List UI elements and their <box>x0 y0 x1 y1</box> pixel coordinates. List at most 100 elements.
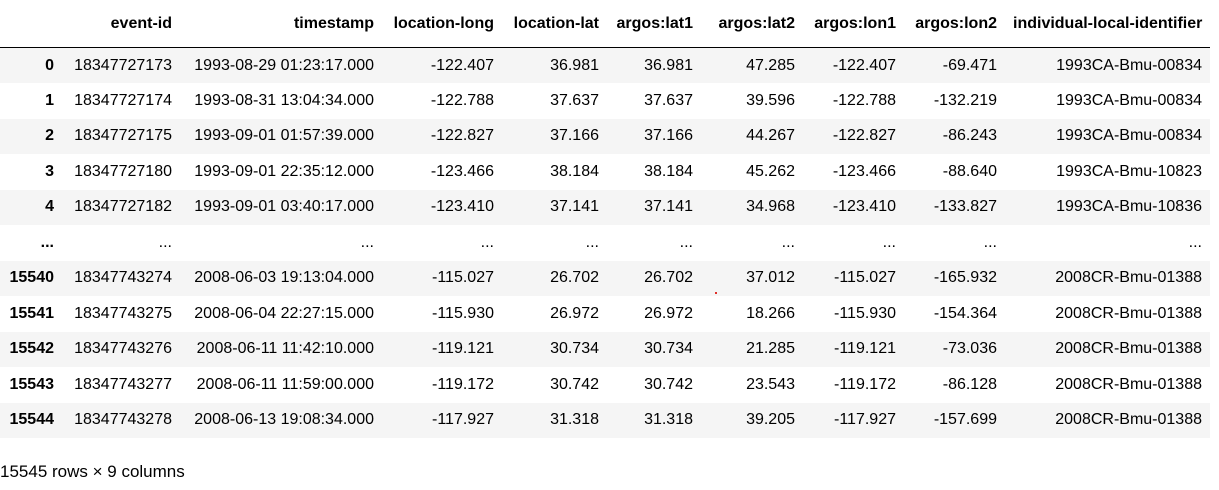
table-cell: 37.166 <box>550 127 599 145</box>
table-cell: 2008CR-Bmu-01388 <box>1055 340 1202 358</box>
row-index: 0 <box>45 56 54 74</box>
table-cell: 2008-06-03 19:13:04.000 <box>194 269 374 287</box>
table-cell: 18347743277 <box>74 375 172 393</box>
table-cell: 1993-08-29 01:23:17.000 <box>194 56 374 74</box>
column-header: location-long <box>382 0 502 48</box>
table-cell: -115.930 <box>432 304 494 322</box>
table-cell: 37.012 <box>746 269 795 287</box>
row-index: 15540 <box>9 269 55 287</box>
table-cell: 34.968 <box>746 198 795 216</box>
table-row: 15543 18347743277 2008-06-11 11:59:00.000 -… <box>0 367 1210 403</box>
table-cell: 30.742 <box>550 375 599 393</box>
table-cell: ... <box>158 233 172 251</box>
table-cell: ... <box>781 233 795 251</box>
row-index: 15542 <box>9 340 55 358</box>
table-cell: -117.927 <box>432 411 494 429</box>
table-cell: 18347727173 <box>74 56 172 74</box>
table-cell: -119.121 <box>432 340 494 358</box>
row-index: 2 <box>45 127 54 145</box>
table-cell: -122.407 <box>430 56 494 74</box>
table-cell: ... <box>679 233 693 251</box>
table-cell: 2008-06-13 19:08:34.000 <box>194 411 374 429</box>
table-cell: -119.172 <box>432 375 494 393</box>
table-row: .............................. <box>0 225 1210 261</box>
stray-mark <box>715 292 717 294</box>
column-header: argos:lat1 <box>607 0 701 48</box>
table-cell: -73.036 <box>942 340 997 358</box>
table-cell: -154.364 <box>933 304 997 322</box>
table-cell: -123.410 <box>430 198 494 216</box>
table-cell: ... <box>360 233 374 251</box>
row-index: 15543 <box>9 375 55 393</box>
dataframe-table: event-id timestamp location-long locatio… <box>0 0 1210 438</box>
table-cell: 2008CR-Bmu-01388 <box>1055 411 1202 429</box>
column-header: argos:lon2 <box>904 0 1005 48</box>
table-cell: 1993-09-01 01:57:39.000 <box>194 127 374 145</box>
table-cell: -132.219 <box>933 91 997 109</box>
column-header: event-id <box>62 0 180 48</box>
table-body: 0 18347727173 1993-08-29 01:23:17.000 -122.… <box>0 47 1210 438</box>
header-row: event-id timestamp location-long locatio… <box>0 0 1210 48</box>
table-cell: 30.734 <box>550 340 599 358</box>
shape-summary: 15545 rows × 9 columns <box>0 462 185 481</box>
table-header: event-id timestamp location-long locatio… <box>0 0 1210 48</box>
table-cell: 1993-08-31 13:04:34.000 <box>194 91 374 109</box>
table-cell: 18347727175 <box>74 127 172 145</box>
table-cell: 26.702 <box>550 269 599 287</box>
table-cell: -115.930 <box>834 304 896 322</box>
column-header: individual-local-identifier <box>1005 0 1210 48</box>
table-cell: -122.827 <box>832 127 896 145</box>
table-row: 4 18347727182 1993-09-01 03:40:17.000 -123.… <box>0 189 1210 225</box>
table-cell: 1993CA-Bmu-10823 <box>1056 162 1202 180</box>
row-index: 4 <box>45 198 54 216</box>
table-cell: 38.184 <box>644 162 693 180</box>
table-row: 1 18347727174 1993-08-31 13:04:34.000 -122.… <box>0 83 1210 119</box>
table-cell: 30.734 <box>644 340 693 358</box>
table-cell: 26.702 <box>644 269 693 287</box>
table-row: 0 18347727173 1993-08-29 01:23:17.000 -122.… <box>0 47 1210 83</box>
row-index: 1 <box>45 91 54 109</box>
table-cell: 18347727174 <box>74 91 172 109</box>
table-cell: 31.318 <box>550 411 599 429</box>
table-cell: -119.121 <box>834 340 896 358</box>
table-cell: 21.285 <box>746 340 795 358</box>
table-cell: 36.981 <box>644 56 693 74</box>
table-cell: 18347743276 <box>74 340 172 358</box>
table-cell: 18347727182 <box>74 198 172 216</box>
table-cell: 37.166 <box>644 127 693 145</box>
table-cell: 2008CR-Bmu-01388 <box>1055 375 1202 393</box>
dataframe-output: event-id timestamp location-long locatio… <box>0 0 1210 438</box>
table-cell: 18347743275 <box>74 304 172 322</box>
row-index: 15544 <box>9 411 55 429</box>
column-header: argos:lon1 <box>803 0 904 48</box>
table-cell: -86.243 <box>942 127 997 145</box>
table-cell: -88.640 <box>942 162 997 180</box>
table-cell: 18.266 <box>746 304 795 322</box>
table-cell: 1993CA-Bmu-10836 <box>1056 198 1202 216</box>
table-row: 2 18347727175 1993-09-01 01:57:39.000 -122.… <box>0 118 1210 154</box>
table-cell: 1993CA-Bmu-00834 <box>1056 91 1202 109</box>
table-cell: 1993-09-01 22:35:12.000 <box>194 162 374 180</box>
index-header <box>0 0 62 48</box>
table-cell: -86.128 <box>942 375 997 393</box>
table-cell: 37.141 <box>644 198 693 216</box>
table-cell: -123.466 <box>832 162 896 180</box>
table-cell: 36.981 <box>550 56 599 74</box>
table-cell: 30.742 <box>644 375 693 393</box>
table-cell: 26.972 <box>550 304 599 322</box>
table-cell: -157.699 <box>933 411 997 429</box>
row-index: ... <box>40 233 54 251</box>
table-cell: -122.827 <box>430 127 494 145</box>
table-cell: -133.827 <box>933 198 997 216</box>
table-cell: 37.637 <box>550 91 599 109</box>
table-cell: 2008-06-04 22:27:15.000 <box>194 304 374 322</box>
table-cell: 2008CR-Bmu-01388 <box>1055 269 1202 287</box>
table-cell: 1993CA-Bmu-00834 <box>1056 127 1202 145</box>
table-cell: ... <box>882 233 896 251</box>
table-cell: 44.267 <box>746 127 795 145</box>
table-cell: -165.932 <box>933 269 997 287</box>
table-cell: 18347743274 <box>74 269 172 287</box>
table-cell: -122.407 <box>832 56 896 74</box>
table-row: 15541 18347743275 2008-06-04 22:27:15.000 -… <box>0 296 1210 332</box>
row-index: 3 <box>45 162 54 180</box>
